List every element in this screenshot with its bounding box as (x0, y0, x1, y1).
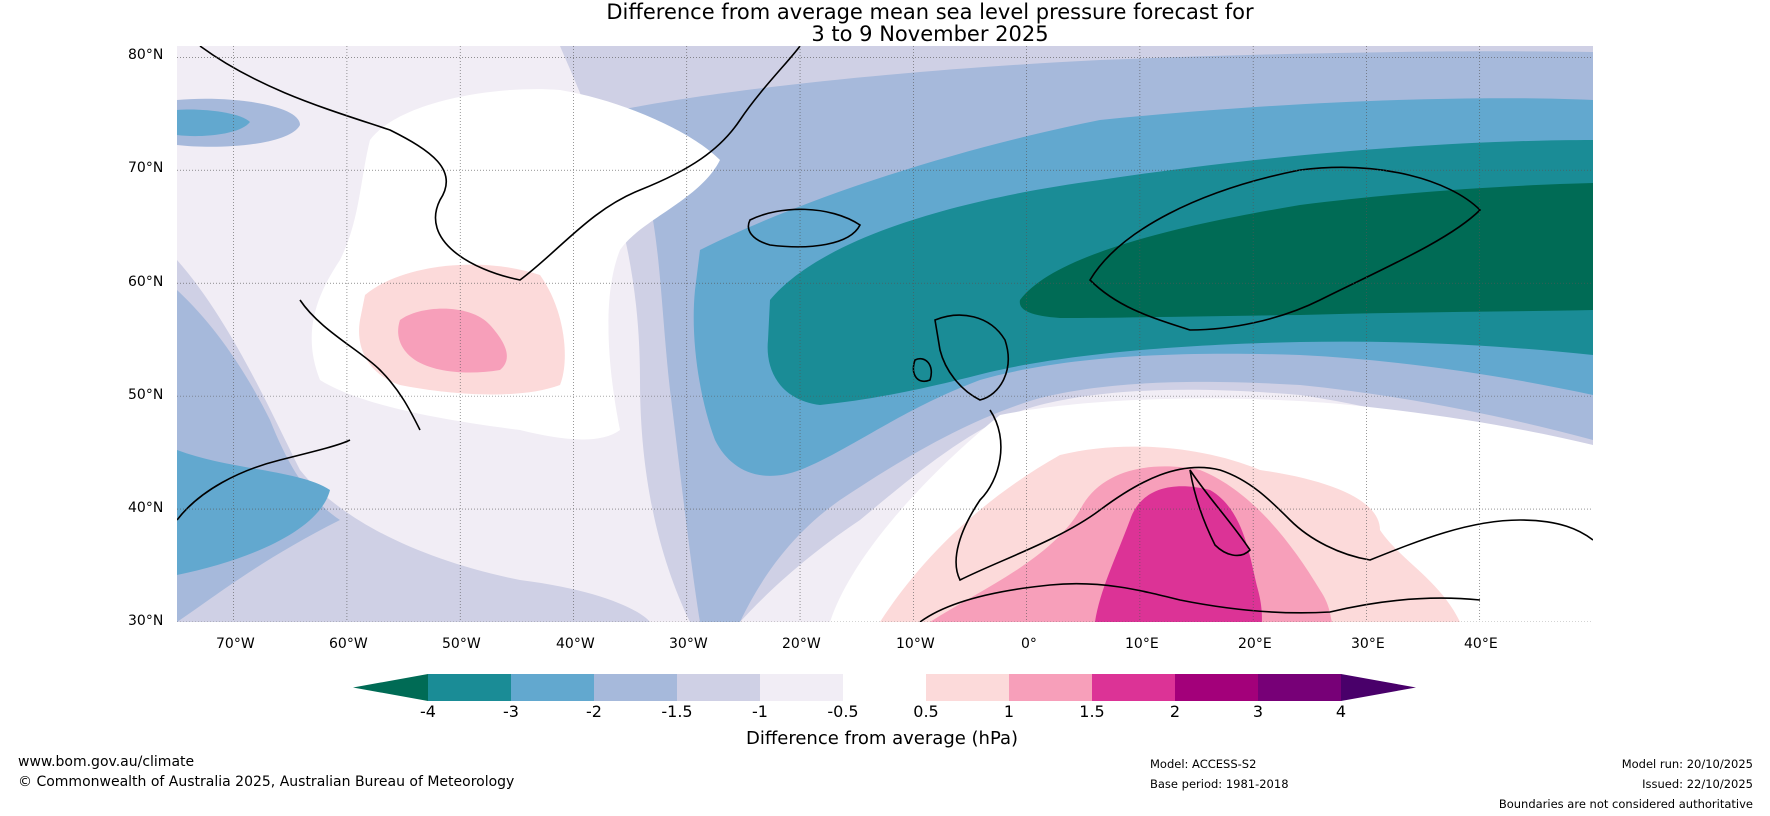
lon-tick-50w: 50°W (442, 636, 481, 652)
italy-coast (1189, 469, 1252, 557)
map-title-line1: Difference from average mean sea level p… (606, 0, 1254, 24)
colorbar-tick: 4 (1335, 702, 1347, 721)
colorbar-tick: -2 (586, 702, 602, 721)
footer-url: www.bom.gov.au/climate (18, 754, 195, 770)
lon-tick-20e: 20°E (1238, 636, 1272, 652)
iceland-coast (747, 208, 862, 248)
colorbar-segment (843, 674, 926, 701)
lon-tick-10e: 10°E (1125, 636, 1159, 652)
graticule (177, 46, 1593, 622)
colorbar-segment (594, 674, 677, 701)
lon-tick-70w: 70°W (216, 636, 255, 652)
lat-tick-50n: 50°N (128, 387, 164, 403)
colorbar-tick: -0.5 (827, 702, 859, 721)
lon-tick-20w: 20°W (782, 636, 821, 652)
lat-tick-60n: 60°N (128, 274, 164, 290)
colorbar-segment (1258, 674, 1341, 701)
footer-disclaimer: Boundaries are not considered authoritat… (1498, 797, 1753, 811)
colorbar-tick: 1.5 (1079, 702, 1105, 721)
british-isles-coast (912, 314, 1009, 401)
europe-coast (955, 409, 1593, 582)
footer-base-period: Base period: 1981-2018 (1150, 777, 1289, 791)
colorbar-tick: 1 (1003, 702, 1015, 721)
colorbar-title: Difference from average (hPa) (746, 728, 1019, 749)
colorbar-tick: -1.5 (661, 702, 693, 721)
lat-tick-70n: 70°N (128, 160, 164, 176)
colorbar-segment (428, 674, 511, 701)
map-panel (177, 46, 1593, 622)
colorbar-segment (760, 674, 843, 701)
colorbar-tick: 3 (1252, 702, 1264, 721)
lon-tick-40e: 40°E (1464, 636, 1498, 652)
colorbar-segment (926, 674, 1009, 701)
colorbar-arrow-max (1341, 674, 1416, 701)
north-africa-coast (919, 582, 1481, 622)
lat-tick-80n: 80°N (128, 47, 164, 63)
footer-model-run: Model run: 20/10/2025 (1621, 757, 1753, 771)
colorbar-segment (511, 674, 594, 701)
colorbar-tick: -4 (420, 702, 436, 721)
lat-tick-40n: 40°N (128, 500, 164, 516)
colorbar-segment (1092, 674, 1175, 701)
colorbar-tick: -1 (752, 702, 768, 721)
anomaly-contour-neg-3-nw (177, 109, 250, 137)
colorbar (353, 674, 1416, 701)
anomaly-contour-below-neg-4 (1019, 183, 1593, 318)
coastlines (177, 46, 1593, 622)
lon-tick-30e: 30°E (1351, 636, 1385, 652)
colorbar-tick: -3 (503, 702, 519, 721)
anomaly-contour-pos-1-north (398, 308, 507, 373)
lon-tick-40w: 40°W (556, 636, 595, 652)
map-title-line2: 3 to 9 November 2025 (811, 22, 1049, 46)
labrador-coast (299, 299, 421, 431)
colorbar-segment (1009, 674, 1092, 701)
lon-tick-60w: 60°W (329, 636, 368, 652)
lon-tick-0: 0° (1021, 636, 1037, 652)
anomaly-contour-neg-3-sw (177, 450, 330, 575)
nova-scotia-coast (177, 439, 351, 521)
lon-tick-10w: 10°W (896, 636, 935, 652)
footer-issued: Issued: 22/10/2025 (1642, 777, 1753, 791)
anomaly-contour-pos-1-5-south (1095, 486, 1262, 622)
colorbar-segment (677, 674, 760, 701)
colorbar-tick: 0.5 (913, 702, 939, 721)
lon-tick-30w: 30°W (669, 636, 708, 652)
colorbar-segment (1175, 674, 1258, 701)
colorbar-tick: 2 (1169, 702, 1181, 721)
lat-tick-30n: 30°N (128, 613, 164, 629)
footer-model: Model: ACCESS-S2 (1150, 757, 1257, 771)
footer-copyright: © Commonwealth of Australia 2025, Austra… (18, 774, 515, 790)
scandinavia-coast (1088, 166, 1482, 331)
greenland-coast (199, 46, 801, 281)
colorbar-arrow-min (353, 674, 428, 701)
